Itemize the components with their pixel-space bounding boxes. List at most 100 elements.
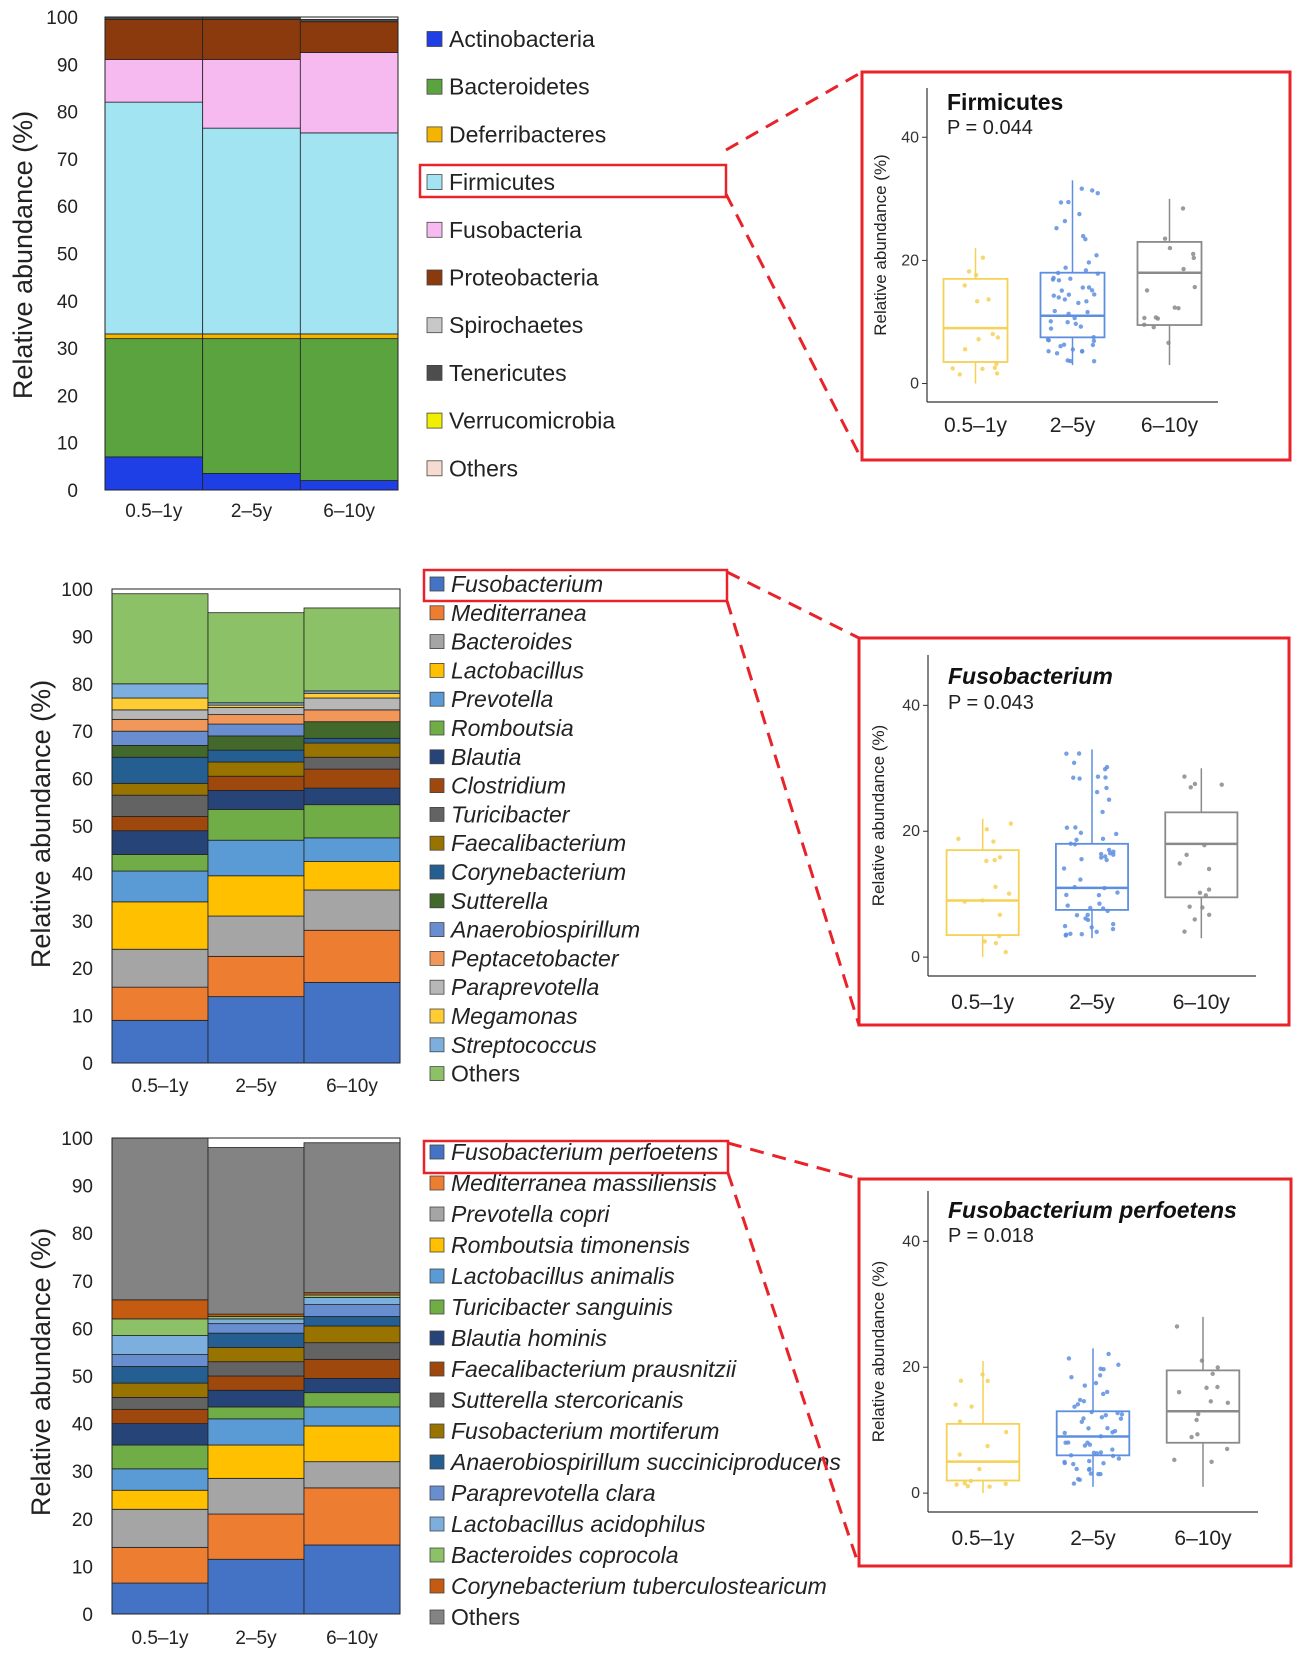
data-point xyxy=(1003,1481,1008,1487)
y-tick-label: 50 xyxy=(57,245,78,266)
data-point xyxy=(993,940,999,946)
data-point xyxy=(984,858,989,864)
data-point xyxy=(1192,284,1197,290)
data-point xyxy=(1061,866,1067,871)
data-point xyxy=(1182,929,1187,934)
legend-swatch xyxy=(429,1423,445,1439)
data-point xyxy=(1003,949,1008,955)
bar-segment-lactobacillus-acidophilus xyxy=(111,1335,209,1355)
legend-swatch xyxy=(426,317,443,334)
data-point xyxy=(980,1372,985,1377)
data-point xyxy=(1070,347,1076,352)
legend-label: Turicibacter xyxy=(451,801,571,827)
legend-label: Corynebacterium xyxy=(451,859,626,885)
bar-segment-lactobacillus-animalis xyxy=(111,1468,209,1491)
legend-label: Megamonas xyxy=(451,1003,578,1029)
data-point xyxy=(965,1484,971,1489)
bar-segment-romboutsia xyxy=(207,809,305,841)
dashed-connector xyxy=(725,600,861,1026)
legend-label: Others xyxy=(449,455,518,481)
data-point xyxy=(1093,1380,1099,1386)
bar-segment-bacteroides xyxy=(111,948,209,988)
y-axis-label: Relative abundance (%) xyxy=(869,1261,888,1442)
stack-middle: 0 10 20 30 40 50 60 70 80 90 100 Relative abundance… xyxy=(26,571,640,1097)
bar-segment-fusobacterium xyxy=(207,996,305,1064)
bar-segment-lactobacillus-acidophilus xyxy=(207,1318,305,1325)
bar-segment-lactobacillus xyxy=(207,875,305,917)
data-point xyxy=(962,347,968,352)
legend-swatch xyxy=(429,691,445,707)
inset-frame xyxy=(860,70,1292,462)
bar-segment-actinobacteria xyxy=(104,456,204,491)
bar-segment-lactobacillus-acidophilus xyxy=(303,1297,401,1305)
data-point xyxy=(977,1466,982,1472)
data-point xyxy=(1071,775,1076,780)
bar-segment-prevotella xyxy=(111,870,209,903)
data-point xyxy=(1094,253,1099,258)
legend-highlight xyxy=(418,163,728,199)
bar-segment-fusobacterium-mortiferum xyxy=(303,1325,401,1344)
data-point xyxy=(1086,1467,1092,1472)
x-tick-label: 2–5y xyxy=(1069,991,1115,1014)
bar-segment-anaerobiospirillum xyxy=(111,730,209,746)
y-tick-label: 70 xyxy=(72,1272,93,1293)
bar-segment-actinobacteria xyxy=(202,473,301,491)
data-point xyxy=(1081,1416,1086,1421)
data-point xyxy=(1167,245,1173,251)
data-point xyxy=(1083,268,1089,273)
bar-segment-paraprevotella-clara xyxy=(303,1304,401,1317)
data-point xyxy=(1066,311,1071,316)
data-point xyxy=(1052,308,1057,314)
data-point xyxy=(1104,1389,1110,1395)
data-point xyxy=(1091,338,1097,344)
bar-segment-romboutsia-timonensis xyxy=(207,1444,305,1479)
legend-swatch xyxy=(429,1268,445,1284)
legend-swatch xyxy=(429,807,445,822)
data-point xyxy=(1119,1412,1125,1417)
legend-highlight xyxy=(422,568,729,603)
legend-swatch xyxy=(429,1144,445,1160)
bar-segment-others xyxy=(207,612,305,704)
bar-segment-paraprevotella xyxy=(303,697,401,711)
data-point xyxy=(1065,903,1070,908)
legend-swatch xyxy=(426,412,443,429)
data-point xyxy=(1065,319,1070,325)
bar-segment-lactobacillus-animalis xyxy=(207,1418,305,1446)
data-point xyxy=(1115,890,1120,895)
legend-swatch xyxy=(429,778,445,793)
plot-frame xyxy=(104,16,399,491)
data-point xyxy=(1046,338,1051,343)
bar-segment-faecalibacterium xyxy=(207,761,305,777)
y-tick-label: 100 xyxy=(61,1129,93,1150)
legend-label: Others xyxy=(451,1604,520,1630)
legend-label: Romboutsia xyxy=(451,715,574,741)
bar-segment-fusobacterium-perfoetens xyxy=(207,1558,305,1615)
y-tick-label: 0 xyxy=(82,1054,93,1075)
bar-segment-others xyxy=(303,1142,401,1294)
data-point xyxy=(1069,1375,1074,1380)
legend-label: Anaerobiospirillum xyxy=(449,917,640,943)
bar-segment-blautia-hominis xyxy=(303,1377,401,1394)
data-point xyxy=(1091,334,1096,340)
y-tick-label: 0 xyxy=(911,949,920,966)
data-point xyxy=(1072,1404,1077,1409)
bar-segment-mediterranea-massiliensis xyxy=(111,1546,209,1584)
y-axis-label: Relative abundance (%) xyxy=(26,680,56,968)
data-point xyxy=(1090,188,1095,193)
data-point xyxy=(1118,1416,1124,1421)
legend-swatch xyxy=(429,663,445,678)
data-point xyxy=(1102,854,1108,859)
bar-segment-firmicutes xyxy=(202,127,301,335)
data-point xyxy=(1074,1466,1079,1472)
data-point xyxy=(1003,1429,1009,1435)
bar-segment-mediterranea xyxy=(207,955,305,998)
data-point xyxy=(1142,315,1147,321)
bar-segment-turicibacter xyxy=(303,756,401,770)
stack-bottom: 0 10 20 30 40 50 60 70 80 90 100 Relative abundance… xyxy=(26,1129,841,1649)
data-point xyxy=(1071,760,1077,766)
data-point xyxy=(1062,1430,1067,1436)
data-point xyxy=(1064,825,1070,830)
legend-swatch xyxy=(429,1454,445,1470)
data-point xyxy=(1063,932,1069,937)
